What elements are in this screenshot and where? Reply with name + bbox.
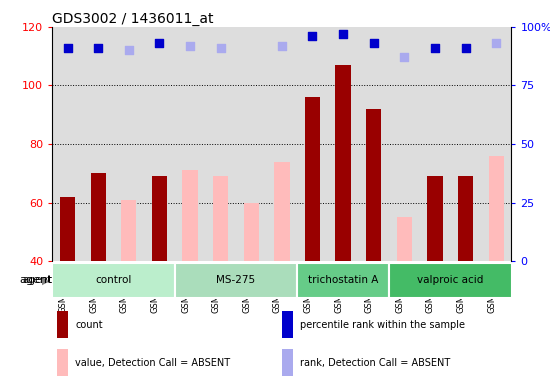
Point — [124, 47, 133, 53]
Point — [431, 45, 439, 51]
Text: value, Detection Call = ABSENT: value, Detection Call = ABSENT — [75, 358, 230, 368]
Bar — [366, 109, 381, 261]
Text: valproic acid: valproic acid — [417, 275, 483, 285]
Bar — [152, 176, 167, 261]
Bar — [121, 200, 136, 261]
Text: percentile rank within the sample: percentile rank within the sample — [300, 320, 465, 330]
Bar — [244, 202, 259, 261]
Bar — [336, 65, 351, 261]
Bar — [52, 263, 175, 298]
Bar — [427, 176, 443, 261]
Text: rank, Detection Call = ABSENT: rank, Detection Call = ABSENT — [300, 358, 450, 368]
Bar — [297, 263, 389, 298]
Point — [63, 45, 72, 51]
Bar — [282, 349, 293, 376]
Text: GDS3002 / 1436011_at: GDS3002 / 1436011_at — [52, 12, 214, 26]
Text: count: count — [75, 320, 103, 330]
Point — [339, 31, 348, 37]
Point — [308, 33, 317, 39]
Text: MS-275: MS-275 — [216, 275, 256, 285]
Bar — [282, 311, 293, 338]
Bar — [175, 263, 297, 298]
Text: control: control — [95, 275, 131, 285]
Bar — [91, 173, 106, 261]
Bar — [305, 97, 320, 261]
Text: ▶: ▶ — [42, 275, 50, 285]
Point — [155, 40, 164, 46]
Bar — [213, 176, 228, 261]
Text: trichostatin A: trichostatin A — [308, 275, 378, 285]
Bar — [397, 217, 412, 261]
Bar — [389, 263, 512, 298]
Text: agent: agent — [22, 275, 52, 285]
Point — [461, 45, 470, 51]
Bar — [183, 170, 197, 261]
Point — [277, 43, 286, 49]
Bar — [274, 162, 289, 261]
Point — [94, 45, 102, 51]
Text: agent: agent — [19, 275, 52, 285]
Point — [492, 40, 500, 46]
Bar — [57, 311, 68, 338]
Bar — [488, 156, 504, 261]
Point — [185, 43, 195, 49]
Bar — [57, 349, 68, 376]
Point — [370, 40, 378, 46]
Bar — [458, 176, 473, 261]
Point — [216, 45, 225, 51]
Point — [400, 54, 409, 60]
Bar — [60, 197, 75, 261]
